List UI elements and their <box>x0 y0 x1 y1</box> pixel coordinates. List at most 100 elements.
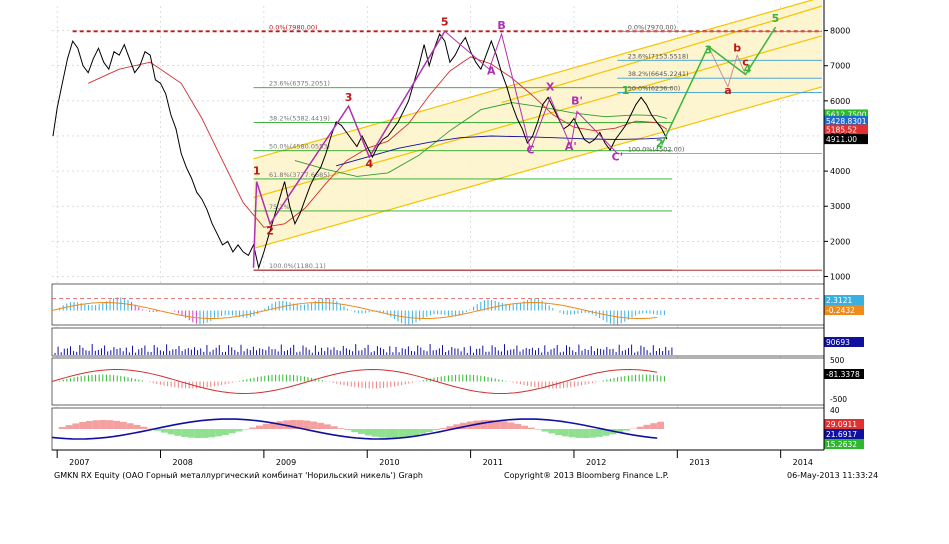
indicator-panel-frame <box>52 284 824 325</box>
dmi-area <box>569 429 576 437</box>
dmi-area <box>542 429 549 432</box>
dmi-area <box>317 423 324 429</box>
panel-label-text: -0.2432 <box>826 306 855 315</box>
dmi-area <box>501 421 508 429</box>
fib-right-label: 50.0%(6236.00) <box>628 85 681 93</box>
year-tick-label: 2012 <box>586 458 606 467</box>
wave-label: c <box>742 56 749 69</box>
dmi-area <box>644 425 651 429</box>
fib-level-label: 38.2%(5382.4419) <box>269 115 330 123</box>
year-tick-label: 2007 <box>69 458 89 467</box>
dmi-area <box>86 421 93 429</box>
dmi-area <box>385 429 392 438</box>
price-tick-label: 8000 <box>830 27 850 36</box>
dmi-area <box>406 429 413 437</box>
dmi-area <box>161 429 168 433</box>
dmi-area <box>535 429 542 430</box>
dmi-area <box>521 426 528 429</box>
dmi-area <box>181 429 188 437</box>
wave-label: 2 <box>656 137 664 150</box>
dmi-area <box>229 429 236 433</box>
panel-tick-label: -500 <box>830 395 847 404</box>
dmi-area <box>392 429 399 438</box>
dmi-area <box>576 429 583 438</box>
dmi-area <box>378 429 385 438</box>
fib-right-label: 38.2%(6645.2241) <box>628 70 689 78</box>
panel-label-text: -81.3378 <box>826 370 860 379</box>
fib-level-label: 0.0%(7980.00) <box>269 23 317 31</box>
dmi-area <box>106 420 113 429</box>
wave-label: a <box>724 84 731 97</box>
dmi-area <box>657 422 664 429</box>
dmi-area <box>650 423 657 429</box>
wave-label: 1 <box>622 84 630 97</box>
dmi-area <box>215 429 222 436</box>
wave-label: C' <box>612 151 623 164</box>
dmi-area <box>310 422 317 429</box>
wave-label: 5 <box>772 12 780 25</box>
wave-label: 5 <box>441 15 449 28</box>
dmi-area <box>120 422 127 429</box>
dmi-area <box>562 429 569 436</box>
footer-title: GMKN RX Equity (ОАО Горный металлургичес… <box>54 471 423 480</box>
price-tick-label: 3000 <box>830 202 850 211</box>
dmi-area <box>514 424 521 429</box>
dmi-area <box>637 427 644 429</box>
dmi-area <box>242 429 249 430</box>
dmi-area <box>202 429 209 438</box>
dmi-area <box>59 427 66 429</box>
panel-label-text: 90693 <box>826 338 850 347</box>
price-tick-label: 5000 <box>830 132 850 141</box>
dmi-area <box>351 429 358 432</box>
panel-tick-label: 40 <box>830 406 840 415</box>
price-tick-label: 1000 <box>830 272 850 281</box>
year-tick-label: 2010 <box>379 458 399 467</box>
dmi-area <box>168 429 175 434</box>
dmi-area <box>127 423 134 429</box>
panel-label-text: 2.3121 <box>826 296 852 305</box>
dmi-area <box>263 424 270 429</box>
dmi-area <box>548 429 555 433</box>
price-tick-label: 7000 <box>830 62 850 71</box>
dmi-area <box>589 429 596 438</box>
dmi-area <box>324 424 331 429</box>
fib-right-label: 23.6%(7153.5518) <box>628 52 689 60</box>
dmi-area <box>72 423 79 429</box>
year-tick-label: 2013 <box>689 458 709 467</box>
dmi-area <box>140 427 147 429</box>
dmi-area <box>249 428 256 429</box>
dmi-area <box>100 420 107 429</box>
wave-label: X <box>546 80 555 93</box>
dmi-area <box>134 425 141 429</box>
dmi-area <box>440 428 447 429</box>
year-tick-label: 2011 <box>483 458 503 467</box>
price-tick-label: 6000 <box>830 97 850 106</box>
dmi-area <box>256 426 263 429</box>
dmi-area <box>188 429 195 438</box>
dmi-area <box>623 429 630 431</box>
dmi-area <box>419 429 426 434</box>
dmi-area <box>412 429 419 435</box>
dmi-area <box>582 429 589 438</box>
wave-label: B <box>497 19 505 32</box>
dmi-area <box>304 421 311 429</box>
year-tick-label: 2008 <box>173 458 193 467</box>
fib-level-label: 23.6%(6375.2051) <box>269 80 330 88</box>
wave-label: 1 <box>253 165 261 178</box>
dmi-area <box>174 429 181 436</box>
panel-label-text: 29.0911 <box>826 420 857 429</box>
price-tick-label: 2000 <box>830 237 850 246</box>
panel-label-text: 15.2632 <box>826 440 857 449</box>
wave-label: 4 <box>365 158 373 171</box>
year-tick-label: 2014 <box>793 458 813 467</box>
dmi-area <box>195 429 202 438</box>
dmi-area <box>480 420 487 429</box>
fib-level-label: 100.0%(1180.11) <box>269 262 326 270</box>
price-tick-label: 4000 <box>830 167 850 176</box>
dmi-area <box>433 429 440 430</box>
dmi-area <box>331 426 338 429</box>
dmi-area <box>338 428 345 429</box>
fib-right-label: 0.0%(7970.00) <box>628 24 676 32</box>
dmi-area <box>66 425 73 429</box>
dmi-area <box>596 429 603 437</box>
